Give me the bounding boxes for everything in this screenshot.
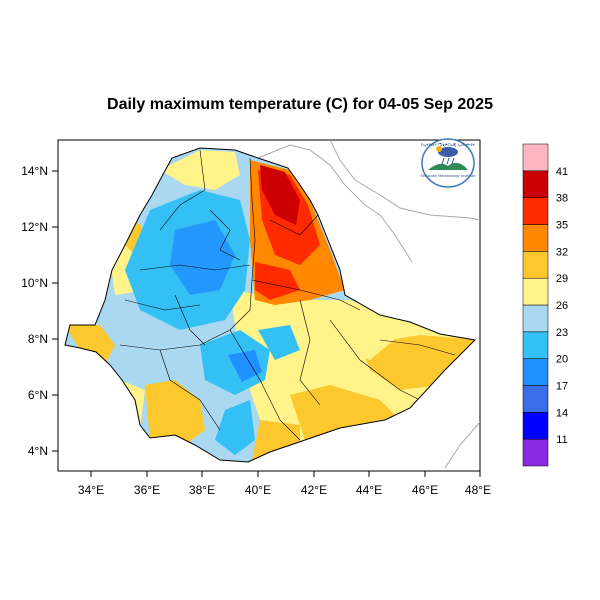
lat-tick-label: 4°N [28, 444, 48, 458]
legend-label: 17 [556, 381, 568, 393]
institute-logo: የኢትዮጵያ ሜቴዎሮሎጂ ኢንስቲትዩት Ethiopian Meteorol… [421, 138, 476, 188]
lat-tick-label: 10°N [21, 276, 48, 290]
lat-tick-label: 12°N [21, 220, 48, 234]
legend-swatch [522, 224, 549, 252]
legend-swatch [522, 438, 549, 467]
lon-tick-label: 38°E [189, 483, 215, 497]
neighbor-borders [257, 140, 480, 469]
legend-label: 41 [556, 166, 568, 178]
legend-label: 11 [556, 434, 567, 446]
lat-tick-label: 6°N [28, 388, 48, 402]
logo-cloud-icon [438, 147, 458, 157]
legend-swatch [522, 358, 549, 386]
axis-ticks [52, 170, 481, 477]
country-outline [64, 147, 477, 463]
lon-tick-label: 34°E [78, 483, 104, 497]
legend-label: 20 [556, 354, 568, 366]
legend-label: 14 [556, 407, 568, 419]
lon-tick-label: 44°E [356, 483, 382, 497]
lon-tick-label: 48°E [465, 483, 491, 497]
legend-swatch [522, 304, 549, 333]
logo-hills [428, 162, 468, 170]
lat-tick-label: 14°N [21, 164, 48, 178]
legend-label: 38 [556, 193, 568, 205]
legend-label: 35 [556, 220, 568, 232]
legend-swatch [522, 331, 549, 359]
legend-label: 29 [556, 273, 568, 285]
legend-swatch [522, 412, 549, 440]
lon-tick-label: 42°E [301, 483, 327, 497]
legend-swatch [522, 170, 549, 198]
legend-label: 32 [556, 246, 568, 258]
legend-swatch [522, 251, 549, 279]
legend-swatch [522, 385, 549, 413]
legend-swatch [522, 277, 549, 306]
legend-swatch [522, 143, 549, 172]
region-boundaries [119, 149, 456, 441]
lon-tick-label: 46°E [412, 483, 438, 497]
lon-tick-label: 36°E [134, 483, 160, 497]
logo-text-bottom: Ethiopian Meteorology Institute [421, 174, 476, 178]
logo-text-top: የኢትዮጵያ ሜቴዎሮሎጂ ኢንስቲትዩት [421, 142, 475, 147]
logo-sun-icon [436, 146, 442, 152]
legend-swatch [522, 197, 549, 225]
map-title: Daily maximum temperature (C) for 04-05 … [107, 96, 493, 113]
legend-label: 26 [556, 300, 568, 312]
legend-label: 23 [556, 327, 568, 339]
lon-tick-label: 40°E [245, 483, 271, 497]
legend-colorbar: 11 14 17 20 23 26 29 32 35 38 41 [522, 143, 568, 467]
lat-tick-label: 8°N [28, 332, 48, 346]
